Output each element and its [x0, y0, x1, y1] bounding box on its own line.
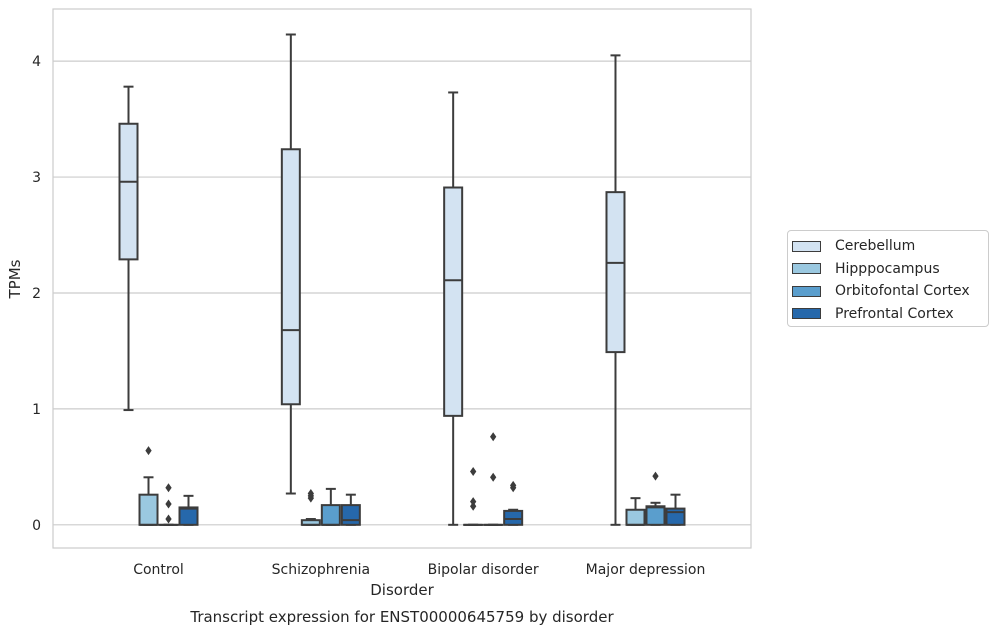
iqr-box: [320, 504, 341, 526]
legend-swatch: [792, 308, 821, 320]
iqr-box: [280, 148, 301, 406]
plot-area-frame: [52, 8, 752, 549]
iqr-box: [665, 507, 686, 526]
y-tick-label: 3: [32, 170, 41, 186]
box-element: [625, 497, 646, 526]
outlier-marker: [470, 497, 477, 507]
outlier-marker: [165, 514, 172, 524]
box-series-layer: [118, 33, 686, 526]
outlier-marker: [652, 471, 659, 481]
chart-caption: Transcript expression for ENST0000064575…: [189, 608, 614, 626]
outlier-marker: [307, 489, 314, 499]
box-element: [665, 493, 686, 526]
y-tick-label: 1: [32, 402, 41, 418]
box-element: [463, 466, 484, 526]
legend-label: Hipppocampus: [835, 260, 940, 277]
box-element: [158, 483, 179, 526]
legend-item: Orbitofontal Cortex: [788, 280, 988, 303]
y-tick-label: 0: [32, 518, 41, 534]
legend-item: Prefrontal Cortex: [788, 303, 988, 326]
legend-item: Cerebellum: [788, 235, 988, 258]
box-element: [280, 33, 301, 495]
box-element: [300, 489, 321, 526]
iqr-box: [605, 191, 626, 354]
outlier-marker: [470, 466, 477, 476]
legend-swatch: [792, 240, 821, 252]
iqr-box: [178, 506, 199, 526]
outlier-marker: [470, 501, 477, 511]
box-element: [320, 487, 341, 526]
y-tick-labels: 0 1 2 3 4: [32, 54, 41, 534]
box-element: [645, 471, 666, 526]
x-axis-title: Disorder: [370, 581, 434, 599]
outlier-marker: [145, 446, 152, 456]
legend-label: Orbitofontal Cortex: [835, 283, 970, 300]
box-element: [340, 493, 361, 526]
box-element: [605, 54, 626, 526]
x-tick-labels: Control Schizophrenia Bipolar disorder Majo…: [133, 562, 705, 578]
iqr-box: [625, 508, 646, 526]
iqr-box: [443, 186, 464, 417]
legend-label: Prefrontal Cortex: [835, 305, 954, 322]
iqr-box: [645, 505, 666, 526]
iqr-box: [503, 509, 524, 526]
box-element: [483, 432, 504, 526]
y-tick-label: 4: [32, 54, 41, 70]
iqr-box: [340, 504, 361, 526]
y-axis-title: TPMs: [6, 259, 24, 299]
outlier-marker: [490, 472, 497, 482]
legend-label: Cerebellum: [835, 238, 916, 255]
legend-swatch: [792, 285, 821, 297]
legend: Cerebellum Hipppocampus Orbitofontal Corte…: [787, 230, 989, 327]
outlier-marker: [490, 432, 497, 442]
iqr-box: [138, 493, 159, 526]
series-group: [138, 446, 646, 526]
x-tick-label: Schizophrenia: [272, 562, 370, 578]
grid-lines: [53, 60, 751, 526]
outlier-marker: [165, 483, 172, 493]
legend-item: Hipppocampus: [788, 258, 988, 281]
box-element: [178, 494, 199, 526]
box-element: [118, 85, 139, 412]
outlier-marker: [165, 499, 172, 509]
legend-swatch: [792, 263, 821, 275]
iqr-box: [118, 122, 139, 261]
series-group: [118, 33, 626, 526]
y-tick-label: 2: [32, 286, 41, 302]
box-element: [443, 91, 464, 526]
box-element: [503, 480, 524, 526]
x-tick-label: Major depression: [586, 562, 706, 578]
box-element: [138, 446, 159, 526]
series-group: [158, 432, 666, 526]
series-group: [178, 480, 686, 526]
outlier-marker: [510, 480, 517, 490]
x-tick-label: Control: [133, 562, 184, 578]
x-tick-label: Bipolar disorder: [428, 562, 539, 578]
